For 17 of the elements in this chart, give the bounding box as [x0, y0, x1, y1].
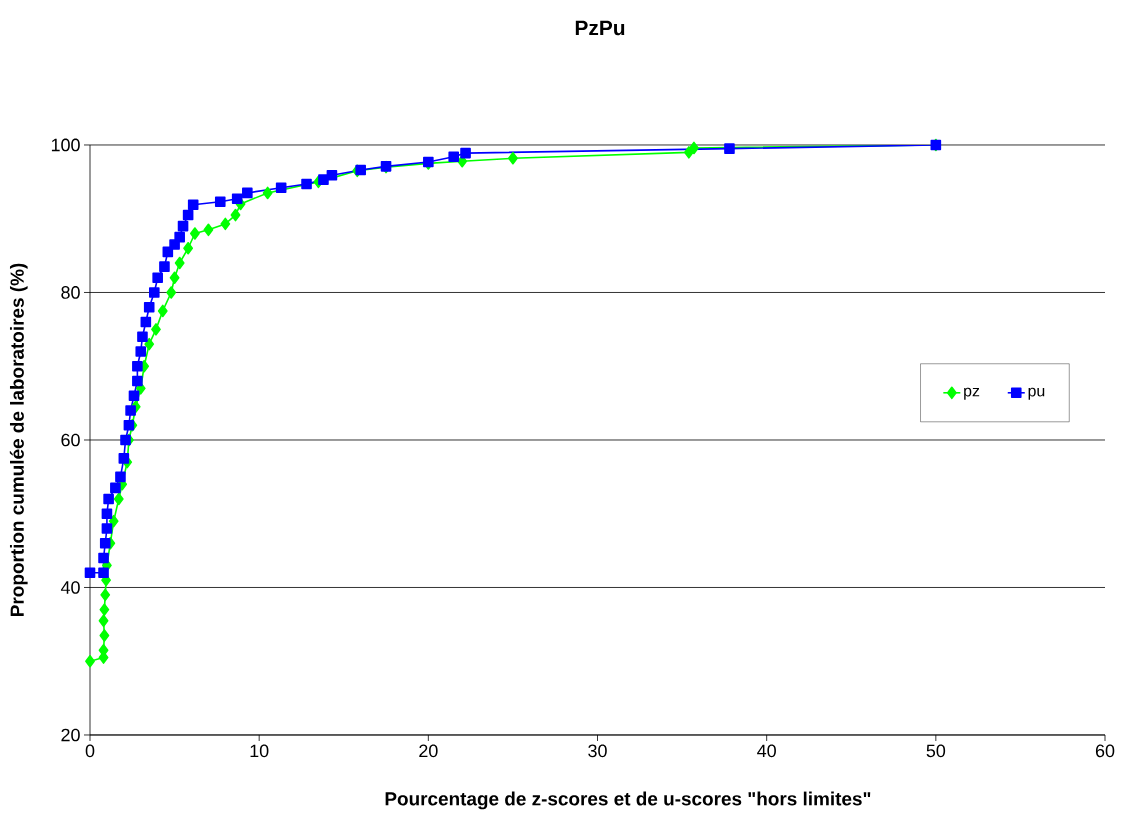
chart-title: PzPu [575, 20, 625, 36]
x-tick-label: 10 [250, 744, 269, 758]
y-axis-title: Proportion cumulée de laboratoires (%) [9, 263, 28, 616]
y-tick-label: 20 [61, 728, 80, 742]
y-tick-label: 60 [61, 433, 80, 447]
y-tick-label: 80 [61, 286, 80, 299]
x-tick-label: 30 [588, 744, 607, 758]
x-tick-label: 40 [757, 744, 776, 758]
x-tick-label: 60 [1095, 744, 1115, 758]
y-tick-label: 40 [60, 581, 80, 594]
legend-label: pz [964, 387, 980, 400]
legend-label: pu [1028, 387, 1045, 400]
x-axis-title: Pourcentage de z-scores et de u-scores "hors limites" [385, 791, 871, 810]
x-tick-label: 50 [926, 744, 946, 758]
x-tick-label: 0 [85, 744, 95, 758]
x-tick-label: 20 [419, 744, 438, 758]
y-tick-label: 100 [51, 138, 80, 152]
